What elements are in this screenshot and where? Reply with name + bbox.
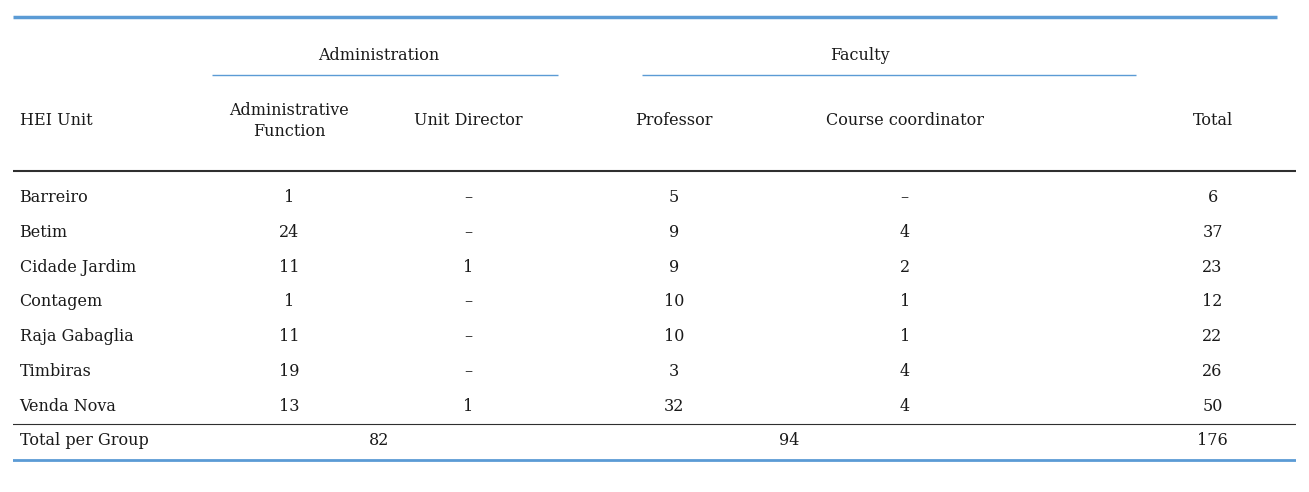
Text: 82: 82 (369, 432, 389, 449)
Text: 12: 12 (1203, 293, 1223, 310)
Text: 9: 9 (669, 224, 679, 241)
Text: 4: 4 (899, 224, 910, 241)
Text: 1: 1 (284, 189, 295, 206)
Text: –: – (465, 224, 473, 241)
Text: Cidade Jardim: Cidade Jardim (20, 259, 136, 276)
Text: 10: 10 (664, 328, 683, 345)
Text: 1: 1 (284, 293, 295, 310)
Text: 94: 94 (779, 432, 800, 449)
Text: 1: 1 (463, 259, 474, 276)
Text: 24: 24 (279, 224, 298, 241)
Text: –: – (901, 189, 908, 206)
Text: 11: 11 (279, 259, 300, 276)
Text: 22: 22 (1203, 328, 1223, 345)
Text: 23: 23 (1203, 259, 1223, 276)
Text: –: – (465, 189, 473, 206)
Text: 19: 19 (279, 363, 300, 380)
Text: Faculty: Faculty (830, 47, 890, 64)
Text: 9: 9 (669, 259, 679, 276)
Text: Total: Total (1192, 112, 1233, 129)
Text: –: – (465, 363, 473, 380)
Text: Raja Gabaglia: Raja Gabaglia (20, 328, 134, 345)
Text: Total per Group: Total per Group (20, 432, 148, 449)
Text: 2: 2 (899, 259, 910, 276)
Text: Barreiro: Barreiro (20, 189, 88, 206)
Text: Administrative
Function: Administrative Function (229, 102, 348, 140)
Text: 3: 3 (669, 363, 679, 380)
Text: 4: 4 (899, 398, 910, 415)
Text: –: – (465, 293, 473, 310)
Text: 5: 5 (669, 189, 679, 206)
Text: 37: 37 (1202, 224, 1223, 241)
Text: 6: 6 (1207, 189, 1217, 206)
Text: Course coordinator: Course coordinator (826, 112, 983, 129)
Text: Administration: Administration (318, 47, 440, 64)
Text: 50: 50 (1203, 398, 1223, 415)
Text: 1: 1 (463, 398, 474, 415)
Text: Professor: Professor (635, 112, 712, 129)
Text: 176: 176 (1198, 432, 1228, 449)
Text: 1: 1 (899, 328, 910, 345)
Text: 26: 26 (1203, 363, 1223, 380)
Text: Timbiras: Timbiras (20, 363, 92, 380)
Text: Betim: Betim (20, 224, 68, 241)
Text: Unit Director: Unit Director (414, 112, 522, 129)
Text: 13: 13 (279, 398, 300, 415)
Text: 10: 10 (664, 293, 683, 310)
Text: Contagem: Contagem (20, 293, 102, 310)
Text: HEI Unit: HEI Unit (20, 112, 92, 129)
Text: Venda Nova: Venda Nova (20, 398, 117, 415)
Text: 1: 1 (899, 293, 910, 310)
Text: 4: 4 (899, 363, 910, 380)
Text: 32: 32 (664, 398, 683, 415)
Text: 11: 11 (279, 328, 300, 345)
Text: –: – (465, 328, 473, 345)
